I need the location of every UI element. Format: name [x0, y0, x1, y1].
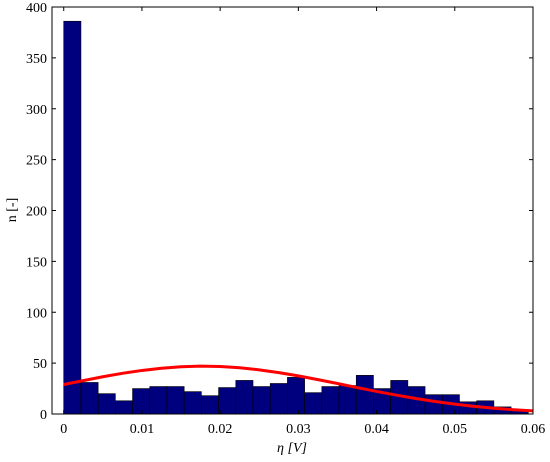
- bar: [424, 394, 443, 415]
- bar: [321, 386, 340, 415]
- plot-frame: [51, 6, 534, 415]
- y-axis-label: n [-]: [5, 198, 20, 223]
- x-tick-label: 0.03: [286, 422, 311, 437]
- bar: [304, 392, 323, 415]
- y-tick-label: 50: [33, 357, 47, 372]
- y-tick-label: 300: [26, 103, 47, 118]
- x-axis-label: η [V]: [277, 441, 307, 456]
- bar: [252, 386, 271, 415]
- bar: [338, 385, 357, 415]
- y-tick-label: 250: [26, 154, 47, 169]
- bar: [149, 386, 168, 415]
- x-tick-label: 0.06: [521, 422, 546, 437]
- bar: [183, 391, 202, 415]
- bar: [132, 388, 151, 415]
- y-tick-label: 200: [26, 205, 47, 220]
- bar: [63, 20, 82, 415]
- y-tick-label: 400: [26, 1, 47, 16]
- bar: [218, 387, 237, 415]
- bar: [355, 375, 374, 415]
- x-tick-label: 0.04: [364, 422, 389, 437]
- bar: [287, 377, 305, 415]
- bar: [115, 400, 133, 415]
- y-tick-label: 150: [26, 255, 47, 270]
- y-tick-label: 100: [26, 306, 47, 321]
- bar: [235, 380, 254, 415]
- x-tick-label: 0.05: [443, 422, 468, 437]
- bar: [269, 383, 288, 415]
- bar: [97, 393, 116, 415]
- bar: [166, 386, 185, 415]
- x-tick-label: 0: [60, 422, 67, 437]
- bar: [201, 395, 219, 415]
- bar: [80, 382, 99, 415]
- fit-curve: [63, 364, 534, 413]
- x-tick-label: 0.01: [130, 422, 155, 437]
- x-tick-label: 0.02: [208, 422, 233, 437]
- y-tick-label: 0: [40, 408, 47, 423]
- y-tick-label: 350: [26, 52, 47, 67]
